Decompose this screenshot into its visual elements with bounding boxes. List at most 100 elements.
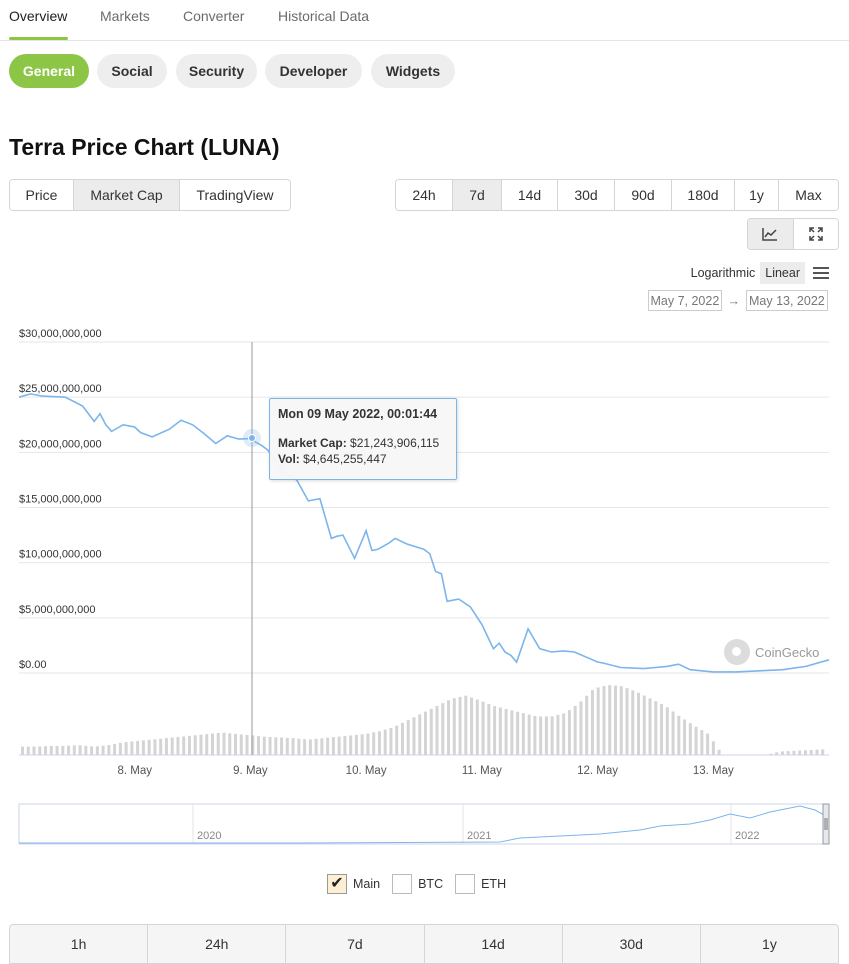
volume-bar xyxy=(579,701,583,755)
range-14d[interactable]: 14d xyxy=(502,180,558,210)
volume-bar xyxy=(383,729,387,755)
tab-converter[interactable]: Converter xyxy=(183,8,245,24)
volume-bar xyxy=(262,736,266,755)
scale-linear[interactable]: Linear xyxy=(760,262,805,284)
volume-bar xyxy=(366,733,370,755)
table-range-30d[interactable]: 30d xyxy=(563,925,701,963)
volume-bar xyxy=(141,740,145,755)
checkbox-main[interactable]: ✔ xyxy=(327,874,347,894)
table-range-7d[interactable]: 7d xyxy=(286,925,425,963)
table-range-1y[interactable]: 1y xyxy=(762,936,777,952)
date-to-input[interactable] xyxy=(746,290,828,311)
table-range-1h[interactable]: 1h xyxy=(10,925,149,963)
volume-bar xyxy=(21,746,24,755)
navigator-year-label: 2021 xyxy=(467,830,491,842)
volume-bar xyxy=(642,695,646,755)
volume-bar xyxy=(631,690,635,755)
volume-bar xyxy=(326,737,330,755)
volume-bar xyxy=(297,738,301,755)
x-tick-label: 11. May xyxy=(462,765,502,777)
legend-btc-label: BTC xyxy=(418,877,444,891)
volume-bar xyxy=(84,745,88,755)
x-tick-label: 8. May xyxy=(117,765,152,777)
expand-icon[interactable] xyxy=(793,219,838,249)
active-tab-indicator xyxy=(9,37,68,40)
volume-bar xyxy=(222,732,226,755)
volume-bar xyxy=(337,736,341,755)
chart-type-tradingview[interactable]: TradingView xyxy=(180,180,290,210)
volume-bar xyxy=(331,737,335,755)
scale-logarithmic[interactable]: Logarithmic xyxy=(690,266,756,280)
volume-bar xyxy=(389,727,393,755)
chart-tooltip: Mon 09 May 2022, 00:01:44 Market Cap: $2… xyxy=(269,398,457,480)
tooltip-vol-value: $4,645,255,447 xyxy=(303,452,387,466)
tab-historical-data[interactable]: Historical Data xyxy=(278,8,370,24)
volume-bar xyxy=(136,740,140,755)
volume-bar xyxy=(101,745,105,755)
legend-btc[interactable]: BTC xyxy=(392,874,443,894)
navigator-handle xyxy=(822,803,830,845)
line-chart-icon[interactable] xyxy=(748,219,794,249)
volume-bar xyxy=(775,752,779,755)
volume-bar xyxy=(343,736,347,755)
range-7d[interactable]: 7d xyxy=(453,180,502,210)
volume-bar xyxy=(159,738,163,755)
x-tick-label: 13. May xyxy=(693,765,734,777)
volume-bars xyxy=(21,685,825,755)
volume-bar xyxy=(441,703,445,755)
volume-bar xyxy=(498,707,502,755)
pill-general[interactable]: General xyxy=(9,54,89,88)
date-from-input[interactable] xyxy=(647,290,722,311)
chart-type-market-cap[interactable]: Market Cap xyxy=(74,180,180,210)
volume-bar xyxy=(677,715,681,755)
volume-bar xyxy=(803,750,807,755)
range-30d[interactable]: 30d xyxy=(558,180,615,210)
pill-widgets[interactable]: Widgets xyxy=(371,54,455,88)
legend-main[interactable]: ✔ Main xyxy=(327,874,380,894)
y-tick-label: $10,000,000,000 xyxy=(19,549,102,561)
volume-bar xyxy=(251,735,255,755)
checkbox-eth[interactable] xyxy=(455,874,476,894)
volume-bar xyxy=(216,733,220,755)
volume-bar xyxy=(556,714,560,755)
tooltip-mcap-value: $21,243,906,115 xyxy=(350,436,440,450)
volume-bar xyxy=(406,720,410,755)
volume-bar xyxy=(533,715,537,755)
volume-bar xyxy=(199,734,203,755)
volume-bar xyxy=(257,736,261,755)
tooltip-mcap-label: Market Cap: xyxy=(278,436,347,450)
view-mode-selector xyxy=(747,218,839,250)
volume-bar xyxy=(602,686,606,755)
checkbox-btc[interactable] xyxy=(392,874,413,894)
range-max[interactable]: Max xyxy=(779,180,838,210)
hamburger-menu-icon[interactable] xyxy=(813,264,829,282)
pill-social[interactable]: Social xyxy=(97,54,167,88)
legend-eth[interactable]: ETH xyxy=(455,874,506,894)
volume-bar xyxy=(447,700,451,755)
pill-developer[interactable]: Developer xyxy=(265,54,362,88)
volume-bar xyxy=(424,711,427,755)
volume-bar xyxy=(61,745,65,755)
volume-bar xyxy=(625,688,629,755)
table-range-14d[interactable]: 14d xyxy=(425,925,563,963)
range-24h[interactable]: 24h xyxy=(396,180,453,210)
range-180d[interactable]: 180d xyxy=(672,180,735,210)
table-range-24h[interactable]: 24h xyxy=(148,925,287,963)
tab-markets[interactable]: Markets xyxy=(100,8,150,24)
volume-bar xyxy=(521,713,525,755)
pill-security[interactable]: Security xyxy=(176,54,257,88)
page-title: Terra Price Chart (LUNA) xyxy=(9,134,280,160)
market-cap-chart[interactable]: $30,000,000,000 $25,000,000,000 $20,000,00… xyxy=(0,325,849,785)
volume-bar xyxy=(38,746,42,755)
volume-bar xyxy=(32,746,36,755)
range-1y[interactable]: 1y xyxy=(735,180,779,210)
tab-overview[interactable]: Overview xyxy=(9,8,68,24)
scale-toggle: Logarithmic Linear xyxy=(686,262,829,284)
chart-type-price[interactable]: Price xyxy=(10,180,74,210)
volume-bar xyxy=(769,753,773,755)
volume-bar xyxy=(67,745,71,755)
range-90d[interactable]: 90d xyxy=(615,180,672,210)
navigator[interactable]: 2020 2021 2022 xyxy=(0,800,849,848)
volume-bar xyxy=(809,749,813,755)
y-tick-label: $5,000,000,000 xyxy=(19,604,95,616)
